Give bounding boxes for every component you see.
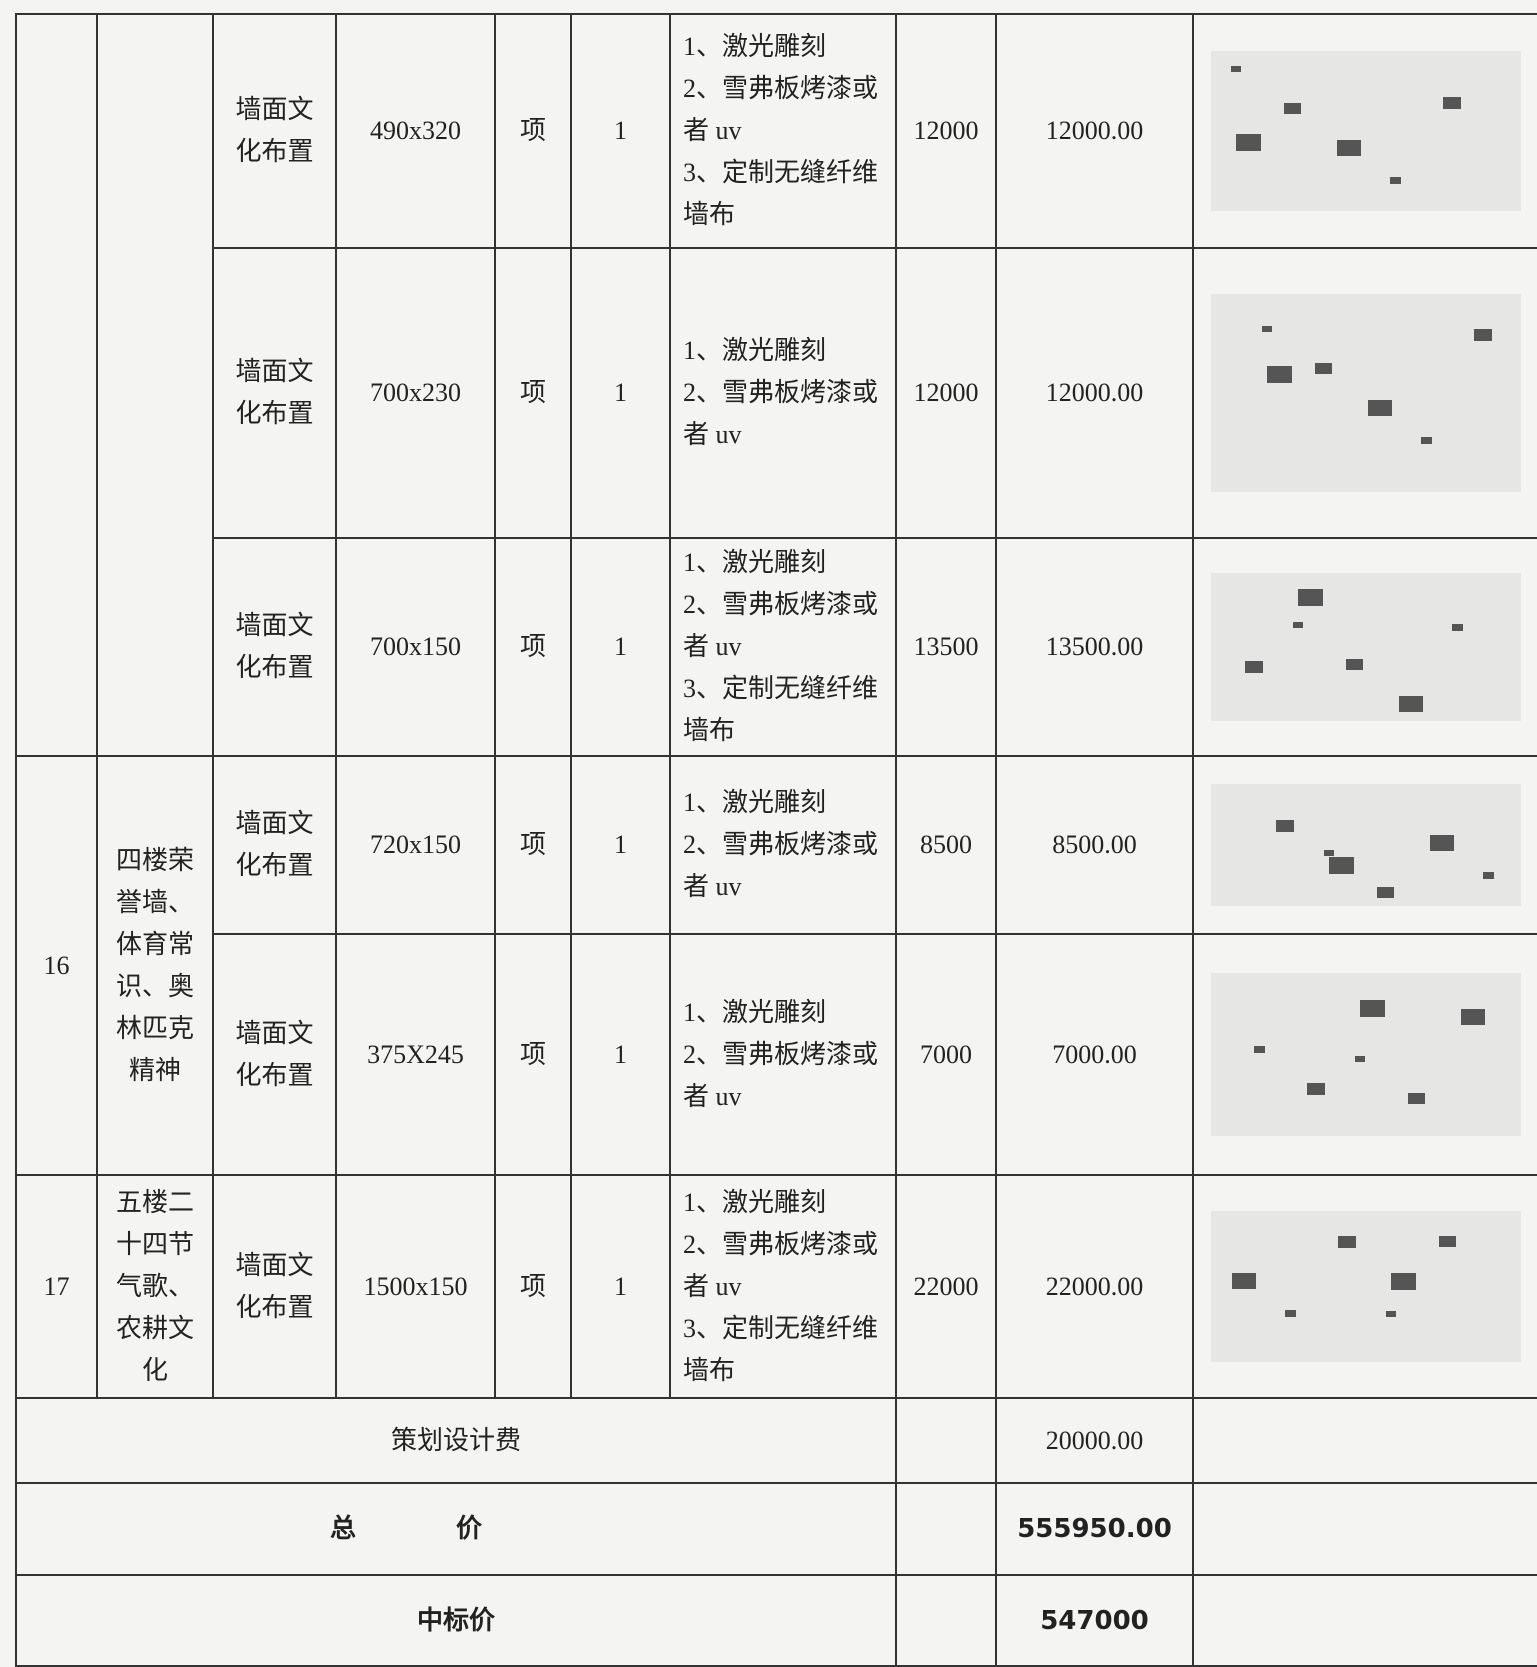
item: 墙面文化布置 <box>212 755 337 935</box>
photo <box>1210 972 1521 1137</box>
description-line: 2、雪弗板烤漆或者 uv <box>683 74 879 145</box>
row-number <box>15 13 98 757</box>
size: 1500x150 <box>335 1174 496 1399</box>
qty: 1 <box>570 1174 671 1399</box>
qty: 1 <box>570 755 671 935</box>
description-line: 1、激光雕刻 <box>683 336 827 365</box>
description-line: 1、激光雕刻 <box>683 997 827 1027</box>
unit-price: 13500 <box>895 537 997 757</box>
photo <box>1210 294 1521 492</box>
unit-price: 22000 <box>895 1174 997 1399</box>
item: 墙面文化布置 <box>212 13 337 249</box>
empty-cell <box>895 1482 997 1576</box>
row-number: 17 <box>15 1174 98 1399</box>
item: 墙面文化布置 <box>212 1174 337 1399</box>
description-line: 2、雪弗板烤漆或者 uv <box>683 1039 879 1111</box>
image-cell <box>1192 537 1537 757</box>
description-line: 3、定制无缝纤维墙布 <box>683 158 879 229</box>
qty: 1 <box>570 247 671 539</box>
description: 1、激光雕刻 2、雪弗板烤漆或者 uv <box>669 933 897 1176</box>
size: 700x230 <box>335 247 496 539</box>
summary-label: 策划设计费 <box>15 1397 897 1484</box>
unit-price: 12000 <box>895 13 997 249</box>
total: 12000.00 <box>995 13 1194 249</box>
item: 墙面文化布置 <box>212 537 337 757</box>
total: 13500.00 <box>995 537 1194 757</box>
empty-cell <box>895 1574 997 1667</box>
description: 1、激光雕刻 2、雪弗板烤漆或者 uv <box>669 755 897 935</box>
total: 12000.00 <box>995 247 1194 539</box>
image-cell <box>1192 755 1537 935</box>
description-line: 2、雪弗板烤漆或者 uv <box>683 590 879 661</box>
description-line: 2、雪弗板烤漆或者 uv <box>683 378 879 449</box>
qty: 1 <box>570 13 671 249</box>
description-line: 1、激光雕刻 <box>683 548 827 577</box>
qty: 1 <box>570 537 671 757</box>
summary-total: 547000 <box>995 1574 1194 1667</box>
table-row: 墙面文化布置 700x150 项 1 1、激光雕刻 2、雪弗板烤漆或者 uv 3、定制无缝纤… <box>16 537 1537 757</box>
item: 墙面文化布置 <box>212 247 337 539</box>
description: 1、激光雕刻 2、雪弗板烤漆或者 uv 3、定制无缝纤维墙布 <box>669 1174 897 1399</box>
table-row: 墙面文化布置 490x320 项 1 1、激光雕刻 2、雪弗板烤漆或者 uv 3、定制无缝纤… <box>15 13 1537 757</box>
summary-total: 20000.00 <box>995 1397 1194 1484</box>
summary-label: 中标价 <box>15 1574 897 1667</box>
row-name: 五楼二十四节气歌、农耕文化 <box>96 1174 214 1399</box>
description-line: 2、雪弗板烤漆或者 uv <box>683 830 879 901</box>
size: 490x320 <box>335 13 496 249</box>
table-row: 墙面文化布置 375X245 项 1 1、激光雕刻 2、雪弗板烤漆或者 uv 7000 700… <box>16 933 1537 1176</box>
qty: 1 <box>570 933 671 1176</box>
empty-cell <box>895 1397 997 1484</box>
size: 700x150 <box>335 537 496 757</box>
unit: 项 <box>494 247 572 539</box>
unit: 项 <box>494 933 572 1176</box>
description-line: 3、定制无缝纤维墙布 <box>683 1313 879 1385</box>
size: 375X245 <box>335 933 496 1176</box>
photo <box>1210 1210 1521 1363</box>
summary-label: 总价 <box>15 1482 897 1576</box>
total: 8500.00 <box>995 755 1194 935</box>
description: 1、激光雕刻 2、雪弗板烤漆或者 uv 3、定制无缝纤维墙布 <box>669 13 897 249</box>
photo <box>1210 784 1521 906</box>
total: 22000.00 <box>995 1174 1194 1399</box>
size: 720x150 <box>335 755 496 935</box>
summary-row: 总价 555950.00 <box>15 1482 1537 1576</box>
summary-total: 555950.00 <box>995 1482 1194 1576</box>
image-cell <box>1192 247 1537 539</box>
item: 墙面文化布置 <box>212 933 337 1176</box>
total: 7000.00 <box>995 933 1194 1176</box>
table-row: 16 四楼荣誉墙、体育常识、奥林匹克精神 墙面文化布置 720x150 项 1 1、激光雕刻… <box>15 755 1537 1176</box>
description-line: 1、激光雕刻 <box>683 1187 827 1217</box>
unit: 项 <box>494 537 572 757</box>
row-name: 四楼荣誉墙、体育常识、奥林匹克精神 <box>96 755 214 1176</box>
unit-price: 7000 <box>895 933 997 1176</box>
description-line: 1、激光雕刻 <box>683 32 827 61</box>
quote-table: 墙面文化布置 490x320 项 1 1、激光雕刻 2、雪弗板烤漆或者 uv 3、定制无缝纤… <box>15 13 1537 1667</box>
description: 1、激光雕刻 2、雪弗板烤漆或者 uv <box>669 247 897 539</box>
unit: 项 <box>494 1174 572 1399</box>
unit: 项 <box>494 755 572 935</box>
unit-price: 12000 <box>895 247 997 539</box>
empty-cell <box>1192 1482 1537 1576</box>
photo <box>1210 572 1521 722</box>
description-line: 2、雪弗板烤漆或者 uv <box>683 1229 879 1301</box>
image-cell <box>1192 933 1537 1176</box>
description-line: 3、定制无缝纤维墙布 <box>683 674 879 745</box>
row-name <box>96 13 214 757</box>
unit: 项 <box>494 13 572 249</box>
summary-row: 中标价 547000 <box>15 1574 1537 1667</box>
table-row: 墙面文化布置 700x230 项 1 1、激光雕刻 2、雪弗板烤漆或者 uv 12000 12… <box>16 247 1537 539</box>
table-body: 墙面文化布置 490x320 项 1 1、激光雕刻 2、雪弗板烤漆或者 uv 3、定制无缝纤… <box>15 13 1537 1667</box>
unit-price: 8500 <box>895 755 997 935</box>
row-number: 16 <box>15 755 98 1176</box>
empty-cell <box>1192 1574 1537 1667</box>
description: 1、激光雕刻 2、雪弗板烤漆或者 uv 3、定制无缝纤维墙布 <box>669 537 897 757</box>
description-line: 1、激光雕刻 <box>683 788 827 817</box>
photo <box>1210 51 1521 211</box>
table-row: 17 五楼二十四节气歌、农耕文化 墙面文化布置 1500x150 项 1 1、激光雕刻 2、雪… <box>15 1174 1537 1399</box>
image-cell <box>1192 1174 1537 1399</box>
empty-cell <box>1192 1397 1537 1484</box>
summary-row: 策划设计费 20000.00 <box>15 1397 1537 1484</box>
image-cell <box>1192 13 1537 249</box>
